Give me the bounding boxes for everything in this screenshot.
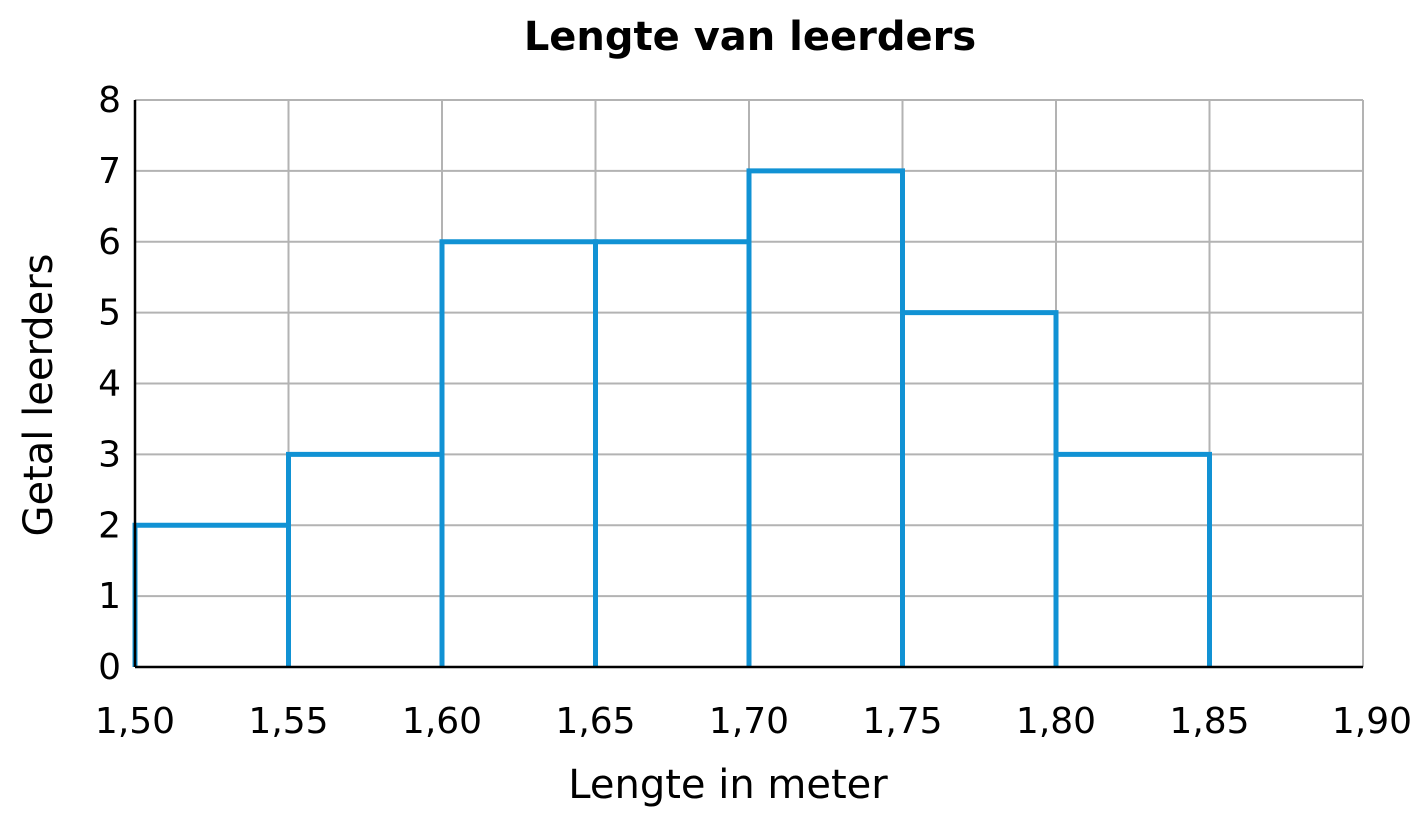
x-tick-label: 1,50 (95, 701, 175, 742)
x-tick-label: 1,90 (1332, 701, 1412, 742)
y-tick-label: 7 (98, 151, 121, 192)
x-tick-label: 1,75 (862, 701, 942, 742)
y-tick-label: 2 (98, 505, 121, 546)
y-tick-label: 5 (98, 293, 121, 334)
y-tick-label: 4 (98, 364, 121, 405)
x-tick-label: 1,60 (402, 701, 482, 742)
histogram-bar-5 (746, 168, 905, 667)
y-tick-label: 3 (98, 434, 121, 475)
y-tick-labels: 0 1 2 3 4 5 6 7 8 (98, 80, 121, 688)
y-axis-label: Getal leerders (16, 254, 62, 537)
x-tick-label: 1,70 (709, 701, 789, 742)
y-tick-label: 6 (98, 222, 121, 263)
histogram-bar-2 (286, 451, 445, 667)
axes (133, 100, 1363, 669)
chart-title: Lengte van leerders (524, 14, 976, 60)
x-tick-label: 1,65 (555, 701, 635, 742)
histogram-bar-6 (900, 310, 1059, 667)
x-tick-label: 1,85 (1169, 701, 1249, 742)
x-tick-label: 1,55 (248, 701, 328, 742)
y-tick-label: 8 (98, 80, 121, 121)
y-tick-label: 0 (98, 647, 121, 688)
y-tick-label: 1 (98, 576, 121, 617)
x-axis-label: Lengte in meter (568, 762, 888, 808)
x-tick-label: 1,80 (1016, 701, 1096, 742)
histogram-bars (132, 168, 1212, 667)
x-tick-labels: 1,50 1,55 1,60 1,65 1,70 1,75 1,80 1,85 1,90 (95, 701, 1412, 742)
histogram-bar-7 (1053, 451, 1212, 667)
